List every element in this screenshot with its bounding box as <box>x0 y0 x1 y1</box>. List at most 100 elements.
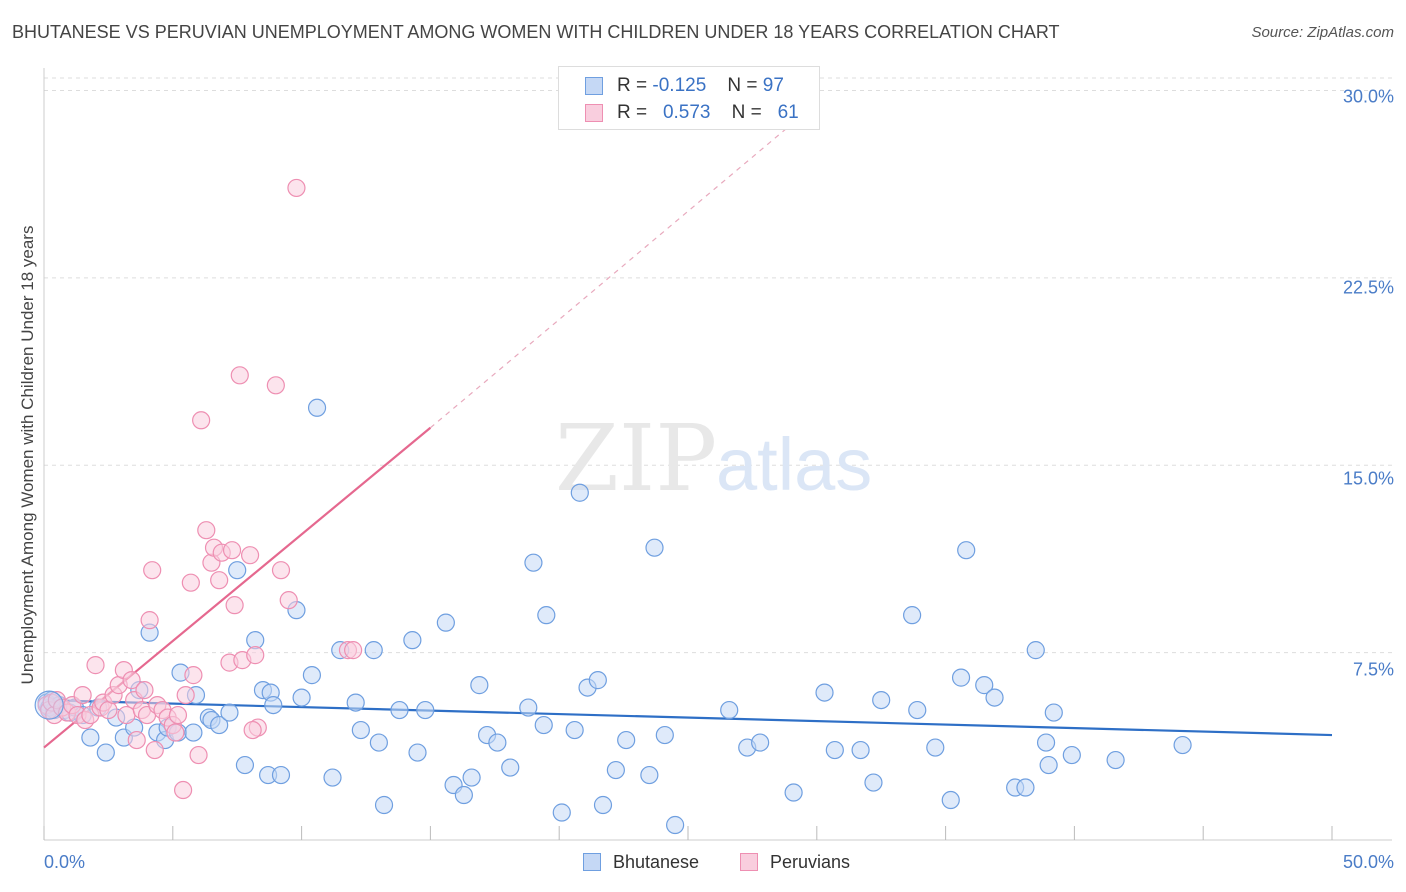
data-point <box>908 700 927 720</box>
data-point <box>565 720 584 740</box>
data-point <box>751 733 770 752</box>
y-axis-label: Unemployment Among Women with Children U… <box>18 225 37 685</box>
data-point <box>279 591 298 610</box>
source-label: Source: ZipAtlas.com <box>1251 24 1394 41</box>
data-point <box>985 688 1004 707</box>
legend-n-value: 61 <box>777 102 799 123</box>
data-point <box>640 765 659 785</box>
legend-r-value: -0.125 <box>652 75 707 96</box>
data-point <box>403 631 422 650</box>
data-point <box>264 695 283 715</box>
data-point <box>228 561 247 580</box>
data-point <box>246 646 265 665</box>
data-point <box>588 671 607 690</box>
legend-n-value: 97 <box>762 75 784 96</box>
watermark-atlas: atlas <box>716 423 872 506</box>
data-point <box>307 398 327 417</box>
data-point-cluster <box>34 690 64 720</box>
data-point <box>1106 750 1125 770</box>
y-tick-label: 22.5% <box>1342 277 1394 298</box>
data-point <box>140 611 159 630</box>
data-points <box>34 178 1192 835</box>
legend-r-label: R = <box>617 75 648 96</box>
chart-title: BHUTANESE VS PERUVIAN UNEMPLOYMENT AMONG… <box>12 22 1060 42</box>
data-point <box>655 725 674 745</box>
data-point <box>454 785 473 805</box>
trend-line-bhutanese <box>43 698 1333 737</box>
bottom-legend-label: Bhutanese <box>613 852 700 872</box>
y-tick-label: 15.0% <box>1342 468 1394 489</box>
data-point <box>346 693 365 712</box>
data-point <box>815 683 834 702</box>
data-point <box>96 743 115 762</box>
data-point <box>184 666 203 685</box>
x-tick-label: 50.0% <box>1342 852 1394 872</box>
data-point <box>416 700 435 720</box>
data-point <box>210 715 229 735</box>
data-point <box>552 803 571 822</box>
data-point <box>1026 641 1045 660</box>
data-point <box>235 755 255 775</box>
data-point <box>374 795 394 815</box>
data-point <box>189 745 208 765</box>
data-point <box>872 690 891 710</box>
data-point <box>127 730 146 750</box>
data-point <box>570 483 589 502</box>
data-point <box>617 730 636 750</box>
data-point <box>408 743 427 762</box>
data-point <box>825 740 844 760</box>
data-point <box>666 815 685 835</box>
data-point <box>166 723 185 742</box>
data-point <box>143 561 162 580</box>
data-point <box>1062 745 1081 765</box>
data-point <box>302 666 322 685</box>
data-point <box>145 740 164 760</box>
data-point <box>351 720 370 740</box>
data-point <box>606 760 625 780</box>
data-point <box>975 676 994 695</box>
grid <box>44 77 1392 654</box>
data-point <box>292 688 311 707</box>
data-point <box>117 705 136 725</box>
data-point <box>181 573 200 592</box>
data-point <box>271 561 291 580</box>
data-point <box>210 571 229 590</box>
bottom-legend-swatch-bhutanese <box>583 853 601 871</box>
data-point <box>903 606 922 625</box>
data-point <box>488 733 507 752</box>
x-tick-label: 0.0% <box>44 852 86 872</box>
data-point <box>470 676 489 695</box>
data-point <box>1016 778 1035 797</box>
series-peruvians <box>37 178 363 800</box>
data-point <box>524 553 543 572</box>
data-point <box>287 178 306 198</box>
trend-extension-peruvians <box>430 102 818 429</box>
data-point <box>537 606 556 625</box>
data-point <box>323 768 342 787</box>
data-point <box>926 738 945 757</box>
data-point <box>369 733 388 752</box>
legend-swatch-bhutanese <box>585 77 603 95</box>
data-point <box>1044 703 1063 722</box>
legend-r-value: 0.573 <box>662 102 711 123</box>
data-point <box>135 680 154 700</box>
data-point <box>462 768 481 787</box>
data-point <box>501 758 520 777</box>
data-point <box>390 700 409 720</box>
data-point <box>645 538 664 557</box>
bottom-legend-swatch-peruvians <box>740 853 758 871</box>
data-point <box>720 700 739 720</box>
data-point <box>364 641 383 660</box>
data-point <box>220 703 239 722</box>
y-tick-label: 30.0% <box>1342 86 1394 107</box>
data-point <box>941 790 960 810</box>
data-point <box>86 656 105 675</box>
data-point <box>951 668 971 687</box>
data-point <box>266 376 285 395</box>
data-point <box>957 541 976 560</box>
data-point <box>593 795 613 815</box>
data-point <box>230 366 249 385</box>
data-point <box>184 723 203 742</box>
bottom-legend-label: Peruvians <box>770 852 851 872</box>
legend-n-label: N = <box>727 75 758 96</box>
